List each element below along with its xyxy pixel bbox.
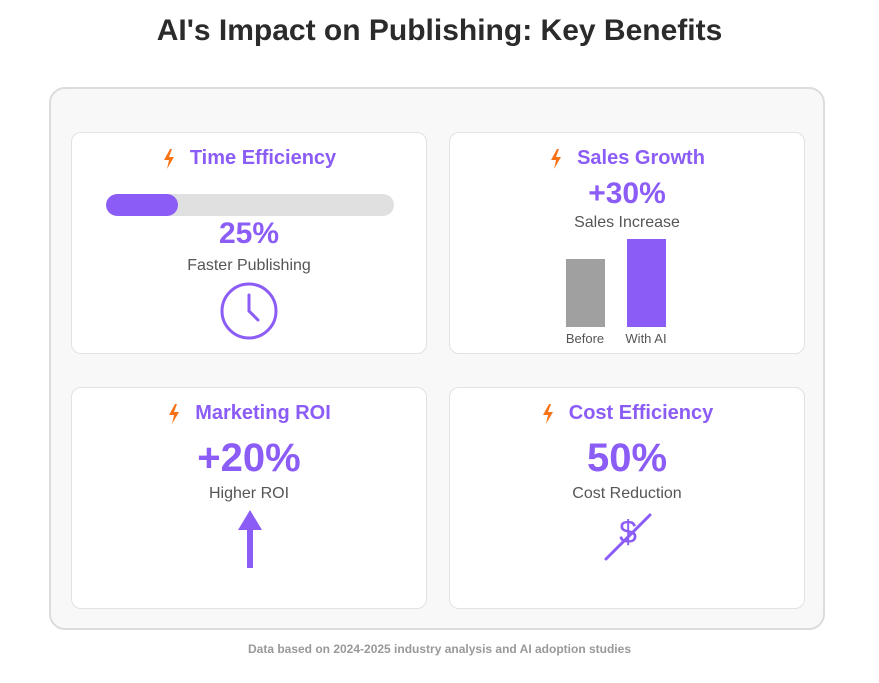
lightning-bolt-icon xyxy=(163,148,174,169)
metric-value: +30% xyxy=(588,177,666,210)
up-arrow-icon xyxy=(238,510,262,568)
card-title: Marketing ROI xyxy=(195,402,331,424)
footer-note: Data based on 2024-2025 industry analysi… xyxy=(247,642,631,656)
lightning-bolt-icon xyxy=(169,403,180,424)
metric-value: 50% xyxy=(586,436,668,480)
metric-label: Higher ROI xyxy=(208,485,290,502)
bar-with-ai xyxy=(627,239,666,327)
progress-fill xyxy=(106,194,178,216)
metric-label: Cost Reduction xyxy=(572,485,682,502)
card-title: Sales Growth xyxy=(577,147,705,169)
card-header: Time Efficiency xyxy=(72,147,426,170)
card-header: Cost Efficiency xyxy=(450,402,804,425)
card-title: Time Efficiency xyxy=(189,147,337,169)
bar-before xyxy=(566,259,605,327)
bar-label-with-ai: With AI xyxy=(625,331,667,346)
metric-value: +20% xyxy=(197,436,301,480)
time-efficiency-card: Time Efficiency 25% Faster Publishing xyxy=(71,132,427,354)
progress-bar xyxy=(106,194,394,216)
marketing-roi-card: Marketing ROI +20% Higher ROI xyxy=(71,387,427,609)
strike-line xyxy=(604,513,652,561)
sales-growth-card: Sales Growth +30% Sales Increase Before … xyxy=(449,132,805,354)
metric-label: Sales Increase xyxy=(574,214,680,231)
card-header: Marketing ROI xyxy=(72,402,426,425)
bar-label-before: Before xyxy=(565,331,605,346)
card-title: Cost Efficiency xyxy=(568,402,714,424)
lightning-bolt-icon xyxy=(551,148,562,169)
crossed-dollar-icon: $ xyxy=(603,512,653,562)
metric-label: Faster Publishing xyxy=(187,257,311,274)
metric-value: 25% xyxy=(218,217,280,250)
lightning-bolt-icon xyxy=(542,403,553,424)
clock-icon xyxy=(220,282,278,340)
page-title: AI's Impact on Publishing: Key Benefits xyxy=(156,14,723,47)
cost-efficiency-card: Cost Efficiency 50% Cost Reduction $ xyxy=(449,387,805,609)
card-header: Sales Growth xyxy=(450,147,804,170)
